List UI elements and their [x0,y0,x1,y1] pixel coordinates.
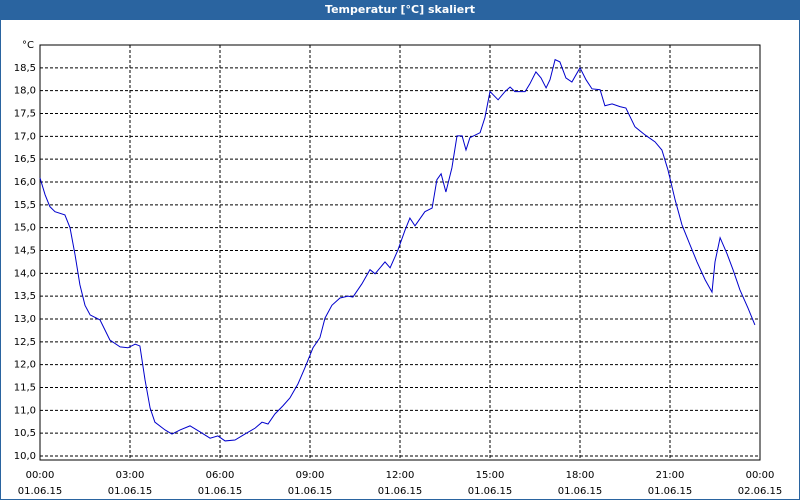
y-tick-label: 18,0 [14,86,36,97]
x-tick-label: 12:00 [386,470,415,481]
y-tick-label: 17,5 [14,109,36,120]
x-tick-date: 01.06.15 [198,486,243,497]
x-tick-date: 02.06.15 [738,486,783,497]
title-bar [0,0,800,20]
x-tick-label: 06:00 [206,470,235,481]
chart-title: Temperatur [°C] skaliert [325,3,475,16]
x-tick-label: 00:00 [746,470,775,481]
data-line [39,58,756,442]
x-tick-date: 01.06.15 [288,486,333,497]
x-tick-label: 09:00 [296,470,325,481]
y-tick-label: 10,5 [14,428,36,439]
y-tick-label: 15,5 [14,200,36,211]
y-tick-label: 12,5 [14,337,36,348]
y-tick-label: 10,0 [14,451,36,462]
y-tick-label: 16,5 [14,154,36,165]
y-tick-label: 16,0 [14,177,36,188]
x-tick-label: 03:00 [116,470,145,481]
x-tick-date: 01.06.15 [648,486,693,497]
x-tick-date: 01.06.15 [378,486,423,497]
y-tick-label: 12,0 [14,360,36,371]
y-tick-label: 13,5 [14,291,36,302]
y-axis-label: °C [22,40,34,51]
x-tick-label: 15:00 [476,470,505,481]
plot-frame [39,44,761,461]
y-tick-label: 14,5 [14,246,36,257]
y-tick-label: 18,5 [14,63,36,74]
y-tick-label: 11,0 [14,405,36,416]
y-tick-label: 11,5 [14,383,36,394]
x-tick-date: 01.06.15 [108,486,153,497]
y-tick-label: 17,0 [14,131,36,142]
x-tick-label: 18:00 [566,470,595,481]
x-tick-label: 21:00 [656,470,685,481]
y-tick-label: 14,0 [14,268,36,279]
y-tick-label: 13,0 [14,314,36,325]
x-tick-date: 01.06.15 [468,486,513,497]
x-tick-date: 01.06.15 [18,486,63,497]
x-tick-date: 01.06.15 [558,486,603,497]
y-tick-label: 15,0 [14,223,36,234]
x-tick-label: 00:00 [26,470,55,481]
